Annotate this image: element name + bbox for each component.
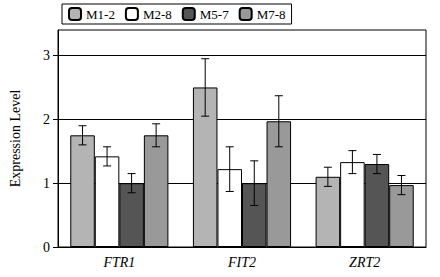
svg-text:Expression Level: Expression Level [8, 90, 23, 188]
svg-text:3: 3 [43, 48, 50, 63]
svg-text:2: 2 [43, 112, 50, 127]
svg-text:M5-7: M5-7 [200, 7, 229, 22]
svg-text:M2-8: M2-8 [143, 7, 172, 22]
svg-text:1: 1 [43, 176, 50, 191]
svg-text:FIT2: FIT2 [227, 255, 256, 270]
svg-text:FTR1: FTR1 [102, 255, 135, 270]
svg-text:M7-8: M7-8 [257, 7, 286, 22]
svg-text:ZRT2: ZRT2 [349, 255, 380, 270]
svg-text:0: 0 [43, 240, 50, 255]
svg-text:M1-2: M1-2 [86, 7, 115, 22]
